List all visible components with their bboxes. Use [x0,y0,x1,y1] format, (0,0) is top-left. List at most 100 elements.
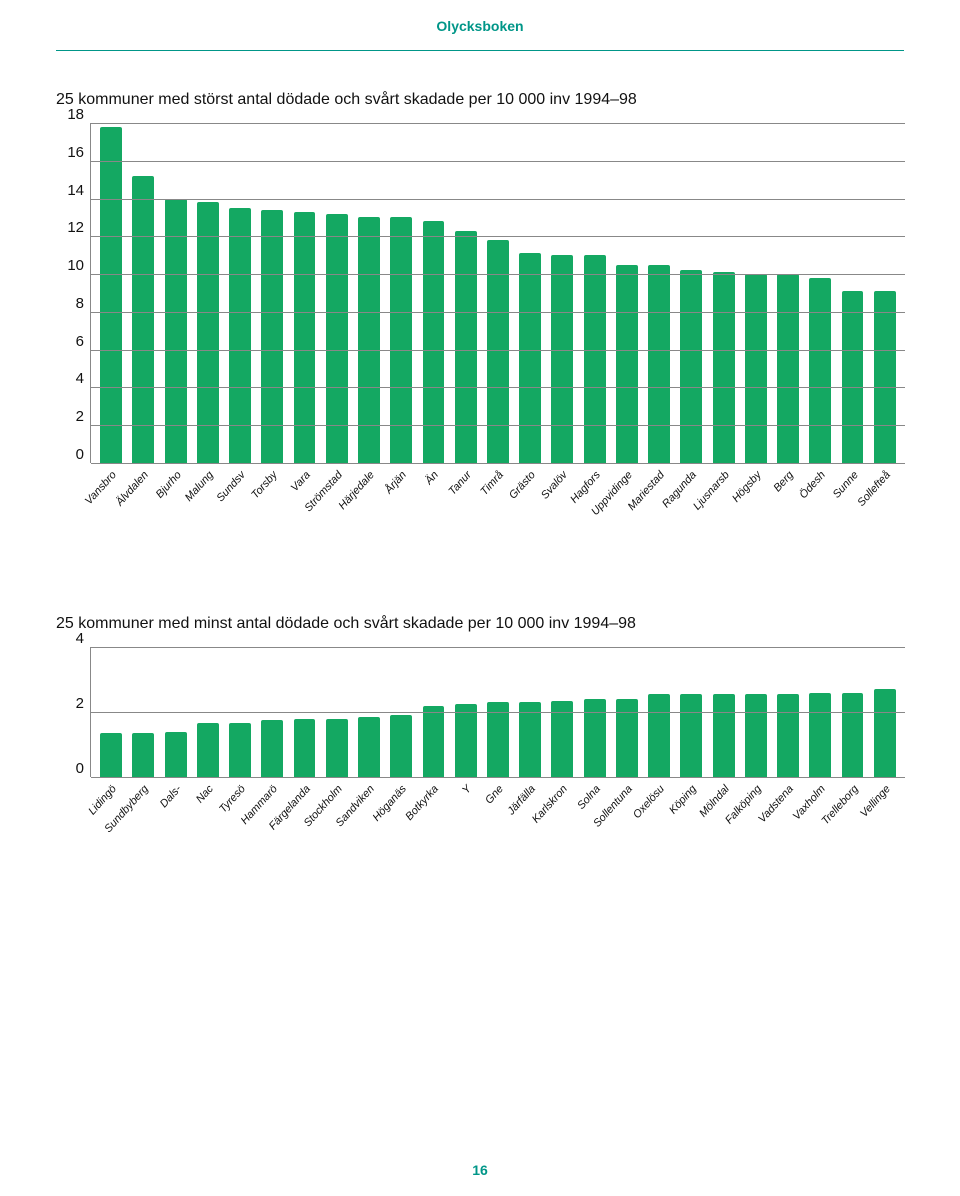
chart-top-plot [90,123,905,463]
chart-bottom-title: 25 kommuner med minst antal dödade och s… [56,615,904,633]
chart-top-plot-wrap: VansbroÄlvdalenBjurhoMalungSundsvTorsbyV… [90,123,904,545]
bar [745,274,767,463]
bar [229,723,251,777]
bar-slot [611,123,643,463]
x-label: Bjurho [153,469,183,501]
bar-slot [869,123,901,463]
bar-slot [159,123,191,463]
chart-top-bars [91,123,905,463]
bar-slot [707,123,739,463]
book-title: Olycksboken [0,0,960,34]
x-label-slot: Grästo [513,465,545,545]
x-label: Solna [575,783,603,812]
bar [132,176,154,463]
bar [100,127,122,463]
bar [423,221,445,463]
chart-top-x-labels: VansbroÄlvdalenBjurhoMalungSundsvTorsbyV… [90,465,904,545]
bar [390,715,412,777]
bar [648,265,670,463]
bar [874,291,896,463]
x-label-slot: Årjän [384,465,416,545]
chart-bottom-y-axis: 420 [56,647,90,777]
x-label-slot: Botkyrka [416,779,448,859]
x-label-slot: Karlskron [545,779,577,859]
x-label: Berg [771,469,795,494]
bar-slot [772,123,804,463]
chart-top: 25 kommuner med störst antal dödade och … [56,91,904,545]
bar-slot [643,123,675,463]
chart-top-outer: 181614121086420 VansbroÄlvdalenBjurhoMal… [56,123,904,545]
x-label-slot: Köping [674,779,706,859]
bar-slot [579,123,611,463]
x-label-slot: Än [416,465,448,545]
bar [294,719,316,778]
bar-slot [321,123,353,463]
bar-slot [353,123,385,463]
bar-slot [804,123,836,463]
x-label: Årjän [383,469,409,496]
bar-slot [288,123,320,463]
bar-slot [256,123,288,463]
bar-slot [95,123,127,463]
bar [423,706,445,778]
bar [326,719,348,778]
gridline [91,312,905,313]
bar [809,278,831,463]
bar [455,704,477,777]
bar-slot [546,123,578,463]
bar [616,265,638,463]
x-label-slot: Timrå [481,465,513,545]
bar [713,694,735,777]
x-label: Tanur [446,469,473,498]
bar [842,693,864,778]
x-label-slot: Sundsv [223,465,255,545]
bar [519,702,541,777]
x-label-slot: Svalöv [545,465,577,545]
x-label: Nac [194,783,216,806]
bar [165,732,187,778]
gridline [91,647,905,648]
bar-slot [224,123,256,463]
x-label-slot: Ödesh [803,465,835,545]
bar-slot [385,123,417,463]
gridline [91,199,905,200]
gridline [91,161,905,162]
x-label: Vansbro [83,469,119,507]
gridline [91,777,905,778]
bar [455,231,477,463]
bar-slot [740,123,772,463]
gridline [91,274,905,275]
x-label-slot: Malung [191,465,223,545]
chart-bottom: 25 kommuner med minst antal dödade och s… [56,615,904,859]
x-label-slot: Tanur [449,465,481,545]
x-label: Sunne [830,469,860,501]
bar [680,270,702,463]
x-label-slot: Älvdalen [126,465,158,545]
chart-bottom-plot [90,647,905,777]
bar [777,694,799,777]
bar [842,291,864,463]
x-label-slot: Högsby [739,465,771,545]
chart-bottom-x-labels: LidingöSundbybergDals-NacTyresöHammaröFä… [90,779,904,859]
gridline [91,712,905,713]
x-label-slot: Trelleborg [835,779,867,859]
bar [777,274,799,463]
bar-slot [417,123,449,463]
bar [100,733,122,777]
gridline [91,425,905,426]
bar [165,199,187,463]
bar [584,699,606,777]
bar-slot [836,123,868,463]
chart-bottom-outer: 420 LidingöSundbybergDals-NacTyresöHamma… [56,647,904,859]
x-label-slot: Gne [481,779,513,859]
bar [745,694,767,777]
x-label: Vara [288,469,312,494]
bar [487,702,509,777]
bar [713,272,735,463]
x-label-slot: Dals- [158,779,190,859]
bar [197,723,219,777]
x-label-slot: Y [449,779,481,859]
bar [616,699,638,777]
bar [809,693,831,778]
gridline [91,236,905,237]
